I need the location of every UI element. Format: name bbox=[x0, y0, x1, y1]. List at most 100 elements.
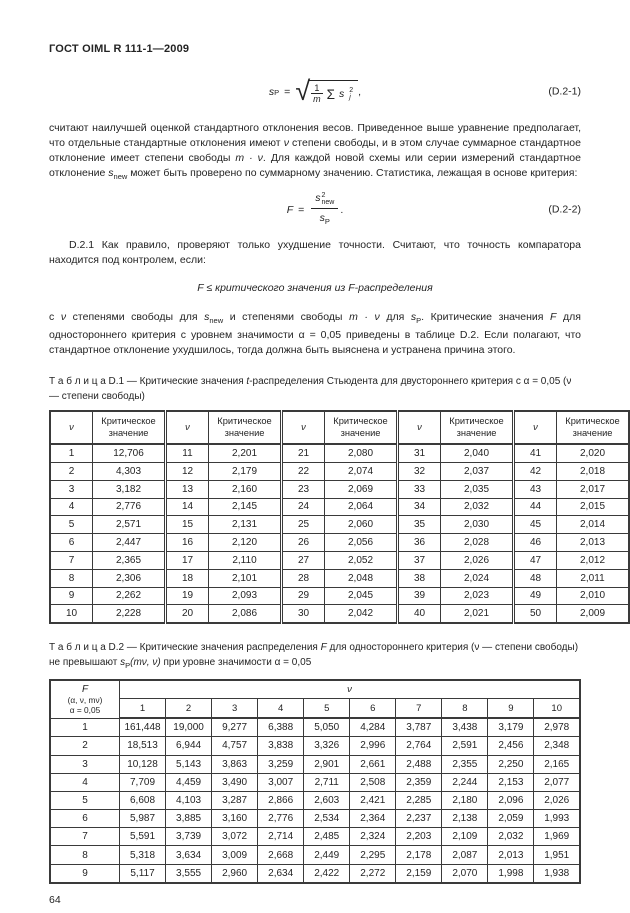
table-cell: 28 bbox=[280, 568, 325, 588]
column-header-nu: ν bbox=[49, 410, 93, 446]
table-cell: 2,030 bbox=[440, 515, 514, 535]
table-cell: 2,045 bbox=[324, 586, 398, 606]
table-cell: 2,131 bbox=[208, 515, 282, 535]
s-p-base: s bbox=[319, 212, 325, 225]
table-cell: 3,160 bbox=[211, 809, 259, 829]
table-cell: 36 bbox=[396, 533, 441, 552]
table-cell: 2,996 bbox=[349, 736, 397, 756]
table-cell: 26 bbox=[280, 533, 325, 552]
table-cell: 4 bbox=[49, 772, 120, 792]
table-row: 8 2,306 18 2,101 28 2,048 38 2,024 48 2,011 bbox=[49, 568, 630, 588]
table-cell: 2,364 bbox=[349, 809, 397, 829]
table-cell: 15 bbox=[164, 515, 209, 535]
table-cell: 14 bbox=[164, 497, 209, 517]
table-cell: 5,987 bbox=[118, 809, 167, 829]
t-variable: t bbox=[246, 376, 250, 388]
table-row: 5 6,608 4,103 3,287 2,866 2,603 2,421 2,285 2,18… bbox=[49, 790, 581, 811]
column-header-critical-value: Критическое значение bbox=[440, 410, 514, 446]
table-cell: 2,020 bbox=[556, 443, 630, 463]
table-cell: 2,866 bbox=[257, 790, 305, 811]
table-row: 8 5,318 3,634 3,009 2,668 2,449 2,295 2,178 2,08… bbox=[49, 845, 581, 865]
table-cell: 2,449 bbox=[303, 845, 351, 865]
s-new-subscript: new bbox=[209, 316, 224, 326]
s-term-supsub: 2 j bbox=[349, 87, 353, 101]
table-cell: 3,182 bbox=[92, 479, 166, 499]
table-cell: 2,456 bbox=[487, 736, 535, 756]
table-cell: 2,074 bbox=[324, 461, 398, 481]
f-fraction-numerator: s 2 new bbox=[311, 191, 338, 208]
s-new-variable: s bbox=[108, 167, 114, 179]
table-cell: 2,069 bbox=[324, 479, 398, 499]
table-cell: 5 bbox=[49, 790, 120, 811]
table-cell: 2,024 bbox=[440, 568, 514, 588]
table-cell: 6,608 bbox=[118, 790, 167, 811]
table-cell: 2,035 bbox=[440, 479, 514, 499]
table-cell: 2,021 bbox=[440, 604, 514, 624]
text-segment: степени свободы, и в этом случае суммарн… bbox=[49, 137, 581, 164]
f-fraction: s 2 new sP bbox=[311, 191, 339, 229]
table-cell: 39 bbox=[396, 586, 441, 606]
table-row: 7 2,365 17 2,110 27 2,052 37 2,026 47 2,012 bbox=[49, 550, 630, 570]
table-cell: 1,938 bbox=[533, 863, 581, 884]
table-cell: 2,272 bbox=[349, 863, 397, 884]
table-cell: 16 bbox=[164, 533, 209, 552]
column-header: 4 bbox=[257, 698, 305, 720]
table-cell: 9,277 bbox=[211, 717, 259, 738]
sigma-icon: Σ bbox=[326, 86, 335, 102]
table-cell: 2,485 bbox=[303, 827, 351, 847]
corner-alpha: α = 0,05 bbox=[69, 704, 101, 715]
table-d2-header-row-2: 1 2 3 4 5 6 7 8 9 10 bbox=[50, 698, 581, 720]
table-cell: 3,179 bbox=[487, 717, 535, 738]
table-cell: 7 bbox=[49, 827, 120, 847]
table-cell: 4,459 bbox=[165, 772, 213, 792]
s-new-subscript: new bbox=[321, 198, 335, 206]
table-cell: 3,555 bbox=[165, 863, 213, 884]
s-p-subscript: P bbox=[125, 660, 131, 670]
table-cell: 2,077 bbox=[533, 772, 581, 792]
table-cell: 10 bbox=[49, 604, 93, 624]
s-p-subscript: P bbox=[416, 316, 422, 326]
table-cell: 49 bbox=[512, 586, 557, 606]
table-cell: 2,165 bbox=[533, 754, 581, 774]
formula-d2-2-math: F = s 2 new sP . bbox=[287, 191, 344, 229]
table-d1-header-row: ν Критическое значение ν Критическое зна… bbox=[49, 410, 630, 446]
corner-cell: F (α, ν, mν) α = 0,05 bbox=[49, 679, 120, 719]
text-segment: может быть проверено по суммарному значе… bbox=[127, 167, 578, 179]
table-cell: 2,110 bbox=[208, 550, 282, 570]
column-header: 1 bbox=[118, 698, 167, 720]
fraction-numerator: 1 bbox=[314, 82, 320, 93]
m-nu-variable: m · ν bbox=[349, 311, 380, 324]
table-cell: 2,080 bbox=[324, 443, 398, 463]
column-header: 3 bbox=[211, 698, 259, 720]
table-cell: 6 bbox=[49, 533, 93, 552]
equals-sign: = bbox=[298, 203, 305, 216]
formula-d2-1-label: (D.2-1) bbox=[548, 85, 581, 98]
column-header: 7 bbox=[395, 698, 443, 720]
s-term-superscript: 2 bbox=[349, 87, 354, 94]
table-cell: 2,145 bbox=[208, 497, 282, 517]
table-cell: 2,295 bbox=[349, 845, 397, 865]
s-term: s bbox=[339, 87, 345, 100]
table-row: 6 5,987 3,885 3,160 2,776 2,534 2,364 2,237 2,13… bbox=[49, 809, 581, 829]
table-cell: 2,023 bbox=[440, 586, 514, 606]
table-cell: 2,571 bbox=[92, 515, 166, 535]
table-cell: 3,838 bbox=[257, 736, 305, 756]
table-cell: 2,017 bbox=[556, 479, 630, 499]
table-cell: 2,040 bbox=[440, 443, 514, 463]
table-cell: 2,634 bbox=[257, 863, 305, 884]
table-cell: 6 bbox=[49, 809, 120, 829]
table-row: 1 161,448 19,000 9,277 6,388 5,050 4,284 3,787 3… bbox=[49, 717, 581, 738]
table-cell: 2,359 bbox=[395, 772, 443, 792]
caption-segment: Т а б л и ц а D.2 — Критические значения… bbox=[49, 642, 321, 654]
table-cell: 42 bbox=[512, 461, 557, 481]
table-cell: 11 bbox=[164, 443, 209, 463]
s-term-subscript: j bbox=[349, 94, 351, 101]
table-cell: 7 bbox=[49, 550, 93, 570]
paragraph-criteria: с ν степенями свободы для snew и степеня… bbox=[49, 310, 581, 358]
table-cell: 2,178 bbox=[395, 845, 443, 865]
table-cell: 31 bbox=[396, 443, 441, 463]
table-row: 3 3,182 13 2,160 23 2,069 33 2,035 43 2,017 bbox=[49, 479, 630, 499]
table-row: 4 7,709 4,459 3,490 3,007 2,711 2,508 2,359 2,24… bbox=[49, 772, 581, 792]
caption-segment: для одностороннего критерия (ν — степени… bbox=[49, 642, 579, 668]
